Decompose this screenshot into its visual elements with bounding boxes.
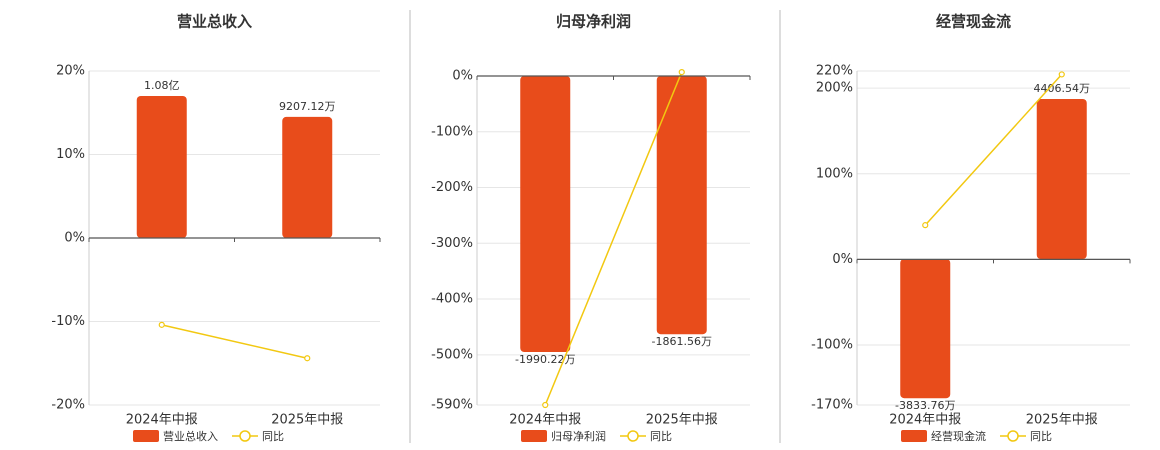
- x-tick-label: 2024年中报: [889, 413, 961, 428]
- bar: [520, 76, 571, 353]
- legend-swatch: [901, 430, 927, 442]
- y-tick-label: -20%: [51, 398, 85, 413]
- legend-label: 同比: [1030, 430, 1052, 443]
- data-label: -3833.76万: [895, 399, 955, 412]
- y-tick-label: 100%: [816, 166, 853, 181]
- x-tick-label: 2025年中报: [646, 413, 718, 428]
- chart-title: 营业总收入: [177, 13, 252, 31]
- y-tick-label: -590%: [431, 398, 473, 413]
- legend-label: 营业总收入: [163, 429, 218, 443]
- y-tick-label: -300%: [431, 236, 473, 251]
- line-point: [678, 68, 685, 76]
- line-point: [304, 355, 311, 362]
- bar: [1036, 98, 1087, 259]
- x-tick-label: 2025年中报: [1026, 413, 1098, 428]
- legend-label: 经营现金流: [931, 429, 986, 443]
- line: [924, 73, 1063, 226]
- y-tick-label: -200%: [431, 180, 473, 195]
- legend-marker: [627, 430, 639, 442]
- data-label: 9207.12万: [279, 100, 336, 113]
- line-point: [158, 321, 165, 328]
- data-label: 1.08亿: [144, 79, 180, 92]
- legend-label: 归母净利润: [551, 429, 606, 443]
- legend-swatch: [133, 430, 159, 442]
- line-point: [1058, 71, 1065, 78]
- bar: [900, 258, 951, 399]
- y-tick-label: 200%: [816, 81, 853, 96]
- y-tick-label: -10%: [51, 314, 85, 329]
- y-tick-label: 0%: [832, 252, 853, 267]
- line-point: [542, 401, 549, 409]
- legend-label: 同比: [262, 430, 284, 443]
- y-tick-label: -400%: [431, 292, 473, 307]
- legend-swatch: [521, 430, 547, 442]
- y-tick-label: 10%: [56, 147, 85, 162]
- y-tick-label: 0%: [452, 69, 473, 84]
- data-label: -1861.56万: [652, 335, 712, 348]
- chart-title: 归母净利润: [556, 13, 631, 31]
- bar: [656, 76, 707, 335]
- y-tick-label: 20%: [56, 64, 85, 79]
- y-tick-label: -100%: [811, 338, 853, 353]
- x-tick-label: 2024年中报: [126, 413, 198, 428]
- legend-label: 同比: [650, 430, 672, 443]
- x-tick-label: 2024年中报: [509, 413, 581, 428]
- line: [161, 324, 308, 359]
- chart-title: 经营现金流: [936, 13, 1011, 31]
- data-label: 4406.54万: [1034, 82, 1091, 95]
- legend-marker: [1007, 430, 1019, 442]
- y-tick-label: -500%: [431, 347, 473, 362]
- y-tick-label: -170%: [811, 398, 853, 413]
- bar: [282, 116, 333, 238]
- x-tick-label: 2025年中报: [271, 413, 343, 428]
- y-tick-label: -100%: [431, 124, 473, 139]
- line-point: [922, 222, 929, 229]
- bar: [136, 95, 187, 238]
- y-tick-label: 0%: [64, 231, 85, 246]
- y-tick-label: 220%: [816, 64, 853, 79]
- data-label: -1990.22万: [515, 353, 575, 366]
- line: [544, 71, 683, 406]
- legend-marker: [239, 430, 251, 442]
